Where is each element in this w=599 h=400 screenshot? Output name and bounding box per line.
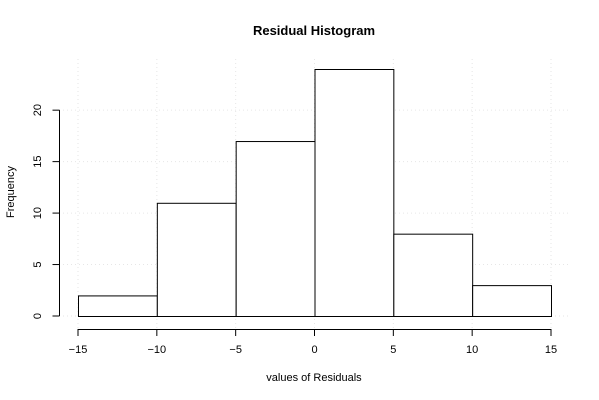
histogram-bar-1 [156,202,237,318]
y-tick-label: 0 [32,313,44,319]
histogram-bar-3 [314,69,395,317]
x-tick-label: −15 [69,344,88,356]
histogram-bar-5 [472,285,552,317]
x-tick-label: 15 [545,344,557,356]
y-axis-label: Frequency [5,166,17,218]
histogram-bar-4 [393,233,474,318]
y-axis: 0 5 10 15 20 [32,104,60,319]
y-tick-label: 5 [32,261,44,267]
x-axis-label: values of Residuals [266,372,362,384]
x-tick-label: 5 [390,344,396,356]
x-tick-label: 10 [466,344,478,356]
x-tick-label: 0 [311,344,317,356]
x-tick-label: −5 [229,344,242,356]
chart-title: Residual Histogram [253,23,375,38]
x-tick-label: −10 [147,344,166,356]
histogram-bar-0 [78,295,158,317]
histogram-bar-2 [235,141,316,317]
histogram-bars [78,69,552,318]
x-axis: −15 −10 −5 0 5 10 15 [69,329,557,356]
y-tick-label: 15 [32,156,44,168]
y-tick-label: 10 [32,207,44,219]
y-tick-label: 20 [32,104,44,116]
